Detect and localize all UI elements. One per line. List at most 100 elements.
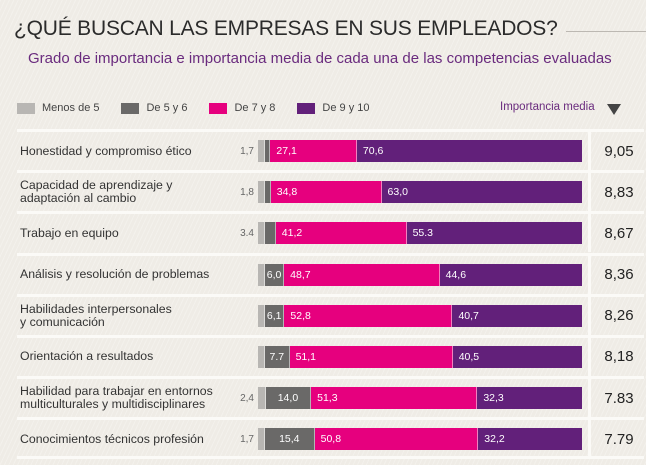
importancia-media-value: 7.83 — [604, 389, 634, 407]
bar-segment-de-9-y-10: 55.3 — [406, 222, 582, 245]
importancia-media-value: 8,36 — [604, 266, 634, 284]
outside-value-label: 1,7 — [240, 145, 254, 157]
legend-item: De 7 y 8 — [209, 102, 275, 114]
legend-label: De 9 y 10 — [322, 102, 370, 114]
bar-segment-de-5-y-6: 14,0 — [265, 387, 312, 410]
stacked-bar: 6,1 52,8 40,7 — [258, 304, 582, 327]
title-row: ¿QUÉ BUSCAN LAS EMPRESAS EN SUS EMPLEADO… — [14, 14, 646, 44]
importancia-media-value: 8,18 — [604, 348, 634, 366]
segment-value-label: 7.7 — [269, 350, 285, 363]
legend: Menos de 5 De 5 y 6 De 7 y 8 De 9 y 10 — [17, 100, 392, 116]
stacked-bar: 27,1 70,6 — [258, 140, 582, 162]
outside-value-label: 1,7 — [240, 433, 254, 445]
bar-segment-de-9-y-10: 32,3 — [477, 387, 582, 410]
bar-segment-de-7-y-8: 52,8 — [284, 304, 453, 327]
bar-segment-de-5-y-6: 7.7 — [265, 345, 290, 368]
sort-down-arrow-icon — [607, 104, 621, 115]
segment-value-label: 40,5 — [458, 350, 480, 363]
outside-value-label: 3.4 — [240, 227, 254, 239]
chart-row: Trabajo en equipo 3.4 41,2 55.3 8,67 — [17, 211, 644, 253]
bar-segment-de-9-y-10: 63,0 — [381, 181, 582, 204]
column-divider — [588, 420, 591, 459]
segment-value-label: 34,8 — [276, 186, 298, 199]
category-label: Orientación a resultados — [20, 349, 154, 364]
stacked-bar: 41,2 55.3 — [258, 222, 582, 245]
legend-swatch — [121, 102, 140, 114]
bar-segment-de-5-y-6 — [265, 181, 271, 204]
segment-value-label: 51,3 — [317, 392, 338, 405]
chart-subtitle: Grado de importancia e importancia media… — [28, 50, 612, 67]
chart-row: Honestidad y compromiso ético 1,7 27,1 70,6… — [17, 129, 644, 170]
segment-value-label: 41,2 — [281, 227, 303, 240]
segment-value-label: 27,1 — [276, 145, 297, 157]
segment-value-label: 40,7 — [458, 309, 479, 322]
chart-row: Habilidades interpersonales y comunicació… — [17, 293, 644, 335]
legend-swatch — [209, 102, 228, 114]
chart-row: Conocimientos técnicos profesión 1,7 15,4 5… — [17, 417, 644, 459]
bar-segment-de-9-y-10: 70,6 — [356, 140, 582, 162]
outside-value-label — [217, 256, 254, 294]
outside-value-label — [217, 297, 254, 335]
bar-segment-menos-de-5 — [258, 428, 265, 451]
segment-value-label: 55.3 — [412, 227, 433, 240]
bar-segment-de-7-y-8: 50,8 — [314, 428, 479, 451]
bar-segment-menos-de-5 — [258, 181, 265, 204]
category-label: Análisis y resolución de problemas — [20, 267, 210, 282]
bar-segment-de-9-y-10: 44,6 — [439, 263, 582, 286]
bar-segment-de-5-y-6: 6,0 — [265, 263, 285, 286]
legend-label: De 7 y 8 — [234, 102, 276, 114]
outside-value-label: 1,8 — [240, 186, 254, 198]
bar-segment-de-7-y-8: 27,1 — [270, 140, 357, 162]
stacked-bar: 6,0 48,7 44,6 — [258, 263, 582, 286]
bar-segment-de-5-y-6: 6,1 — [265, 304, 285, 327]
segment-value-label: 15,4 — [279, 433, 300, 446]
chart-row: Análisis y resolución de problemas 6,0 48,… — [17, 252, 644, 294]
bar-segment-menos-de-5 — [258, 140, 265, 162]
segment-value-label: 70,6 — [362, 145, 384, 157]
chart-row: Capacidad de aprendizaje y adaptación al … — [17, 170, 644, 212]
importancia-media-value: 8,67 — [604, 224, 634, 242]
column-divider — [588, 173, 591, 212]
legend-swatch — [297, 102, 316, 114]
segment-value-label: 6,0 — [266, 268, 282, 281]
bar-segment-de-7-y-8: 51,1 — [289, 345, 453, 368]
chart-row: Habilidad para trabajar en entornos multi… — [17, 376, 644, 418]
segment-value-label: 52,8 — [290, 309, 311, 322]
column-divider — [588, 132, 591, 170]
stacked-bar: 15,4 50,8 32,2 — [258, 428, 582, 451]
bar-segment-menos-de-5 — [258, 304, 265, 327]
column-divider — [588, 337, 591, 376]
segment-value-label: 51,1 — [295, 350, 317, 363]
segment-value-label: 32,2 — [484, 433, 505, 446]
importancia-media-value: 8,26 — [604, 307, 634, 325]
bar-segment-de-7-y-8: 51,3 — [311, 387, 478, 410]
legend-label: De 5 y 6 — [146, 102, 188, 114]
bar-segment-de-9-y-10: 40,7 — [452, 304, 582, 327]
chart-title: ¿QUÉ BUSCAN LAS EMPRESAS EN SUS EMPLEADO… — [14, 17, 558, 40]
segment-value-label: 63,0 — [387, 186, 408, 199]
segment-value-label: 6,1 — [266, 309, 282, 322]
bar-segment-de-5-y-6 — [265, 222, 276, 245]
legend-item: De 9 y 10 — [297, 102, 370, 114]
importancia-media-value: 7.79 — [604, 430, 634, 448]
stacked-bar: 7.7 51,1 40,5 — [258, 345, 582, 368]
category-label: Habilidad para trabajar en entornos multi… — [20, 384, 213, 412]
chart-rows: Honestidad y compromiso ético 1,7 27,1 70,6… — [17, 129, 644, 459]
column-divider — [588, 296, 591, 335]
column-divider — [588, 255, 591, 294]
title-rule — [565, 30, 646, 32]
segment-value-label: 32,3 — [483, 392, 504, 405]
legend-item: De 5 y 6 — [121, 102, 187, 114]
column-divider — [588, 214, 591, 253]
importancia-media-header: Importancia media — [500, 101, 595, 113]
bar-segment-de-7-y-8: 41,2 — [275, 222, 407, 245]
category-label: Capacidad de aprendizaje y adaptación al … — [20, 178, 173, 206]
legend-swatch — [17, 102, 35, 114]
segment-value-label: 44,6 — [445, 268, 467, 281]
segment-value-label: 14,0 — [277, 392, 299, 405]
chart-row: Orientación a resultados 7.7 51,1 40,5 8,18 — [17, 334, 644, 376]
bar-segment-de-7-y-8: 34,8 — [270, 181, 382, 204]
bar-segment-de-5-y-6: 15,4 — [265, 428, 315, 451]
stacked-bar: 14,0 51,3 32,3 — [258, 387, 582, 410]
importancia-media-value: 9,05 — [604, 142, 634, 160]
